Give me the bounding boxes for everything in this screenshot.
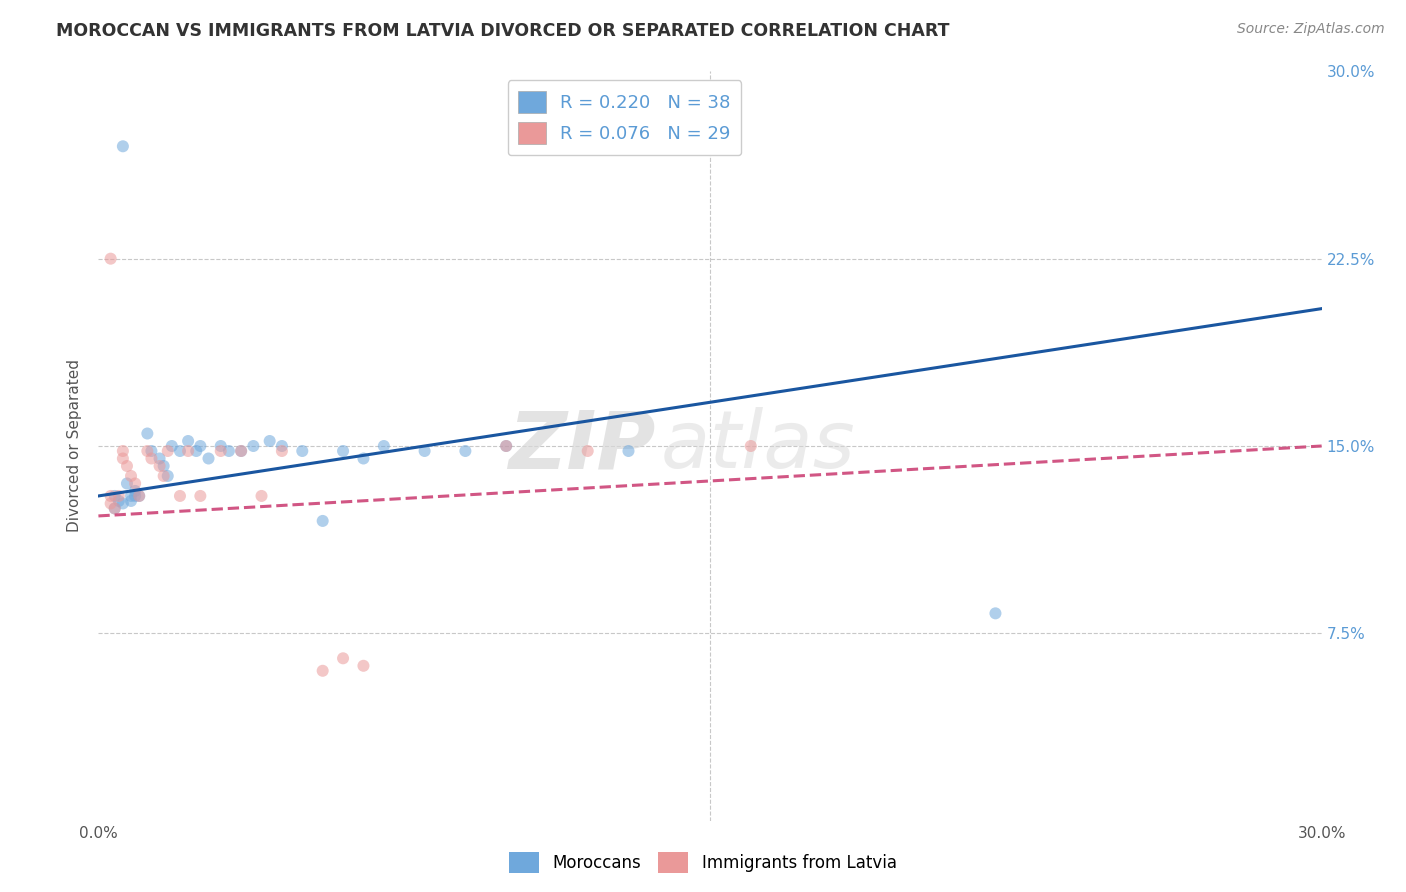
Point: [100, 496, 122, 510]
Point: [169, 444, 191, 458]
Point: [149, 458, 172, 473]
Point: [231, 444, 253, 458]
Point: [177, 434, 200, 448]
Point: [104, 489, 127, 503]
Point: [141, 451, 163, 466]
Point: [156, 469, 179, 483]
Y-axis label: Divorced or Separated: Divorced or Separated: [67, 359, 83, 533]
Point: [186, 444, 208, 458]
Point: [231, 444, 253, 458]
Point: [120, 489, 142, 503]
Point: [124, 476, 146, 491]
Point: [177, 444, 200, 458]
Point: [197, 451, 219, 466]
Point: [270, 444, 294, 458]
Point: [312, 514, 335, 528]
Text: Source: ZipAtlas.com: Source: ZipAtlas.com: [1237, 22, 1385, 37]
Point: [495, 439, 517, 453]
Point: [270, 439, 294, 453]
Point: [100, 489, 122, 503]
Point: [259, 434, 281, 448]
Point: [152, 469, 174, 483]
Point: [104, 501, 127, 516]
Point: [250, 489, 273, 503]
Point: [149, 451, 172, 466]
Point: [312, 664, 335, 678]
Point: [128, 489, 150, 503]
Point: [115, 458, 138, 473]
Point: [115, 476, 138, 491]
Point: [454, 444, 477, 458]
Point: [111, 139, 134, 153]
Point: [242, 439, 264, 453]
Point: [169, 489, 191, 503]
Point: [218, 444, 240, 458]
Point: [352, 451, 374, 466]
Point: [120, 469, 142, 483]
Point: [108, 494, 131, 508]
Point: [188, 439, 212, 453]
Point: [152, 458, 174, 473]
Point: [332, 651, 354, 665]
Point: [108, 489, 131, 503]
Point: [209, 439, 232, 453]
Point: [124, 483, 146, 498]
Point: [104, 501, 127, 516]
Point: [141, 444, 163, 458]
Text: ZIP: ZIP: [508, 407, 655, 485]
Point: [495, 439, 517, 453]
Point: [111, 444, 134, 458]
Point: [188, 489, 212, 503]
Point: [128, 489, 150, 503]
Point: [111, 451, 134, 466]
Point: [576, 444, 599, 458]
Point: [136, 444, 159, 458]
Point: [291, 444, 314, 458]
Point: [617, 444, 640, 458]
Point: [352, 658, 374, 673]
Point: [111, 496, 134, 510]
Point: [413, 444, 436, 458]
Point: [136, 426, 159, 441]
Point: [984, 607, 1007, 621]
Point: [156, 444, 179, 458]
Point: [124, 489, 146, 503]
Text: atlas: atlas: [661, 407, 856, 485]
Point: [740, 439, 762, 453]
Point: [209, 444, 232, 458]
Point: [373, 439, 395, 453]
Legend: R = 0.220   N = 38, R = 0.076   N = 29: R = 0.220 N = 38, R = 0.076 N = 29: [508, 80, 741, 155]
Point: [120, 494, 142, 508]
Legend: Moroccans, Immigrants from Latvia: Moroccans, Immigrants from Latvia: [503, 846, 903, 880]
Point: [332, 444, 354, 458]
Point: [100, 252, 122, 266]
Point: [160, 439, 183, 453]
Text: MOROCCAN VS IMMIGRANTS FROM LATVIA DIVORCED OR SEPARATED CORRELATION CHART: MOROCCAN VS IMMIGRANTS FROM LATVIA DIVOR…: [56, 22, 949, 40]
